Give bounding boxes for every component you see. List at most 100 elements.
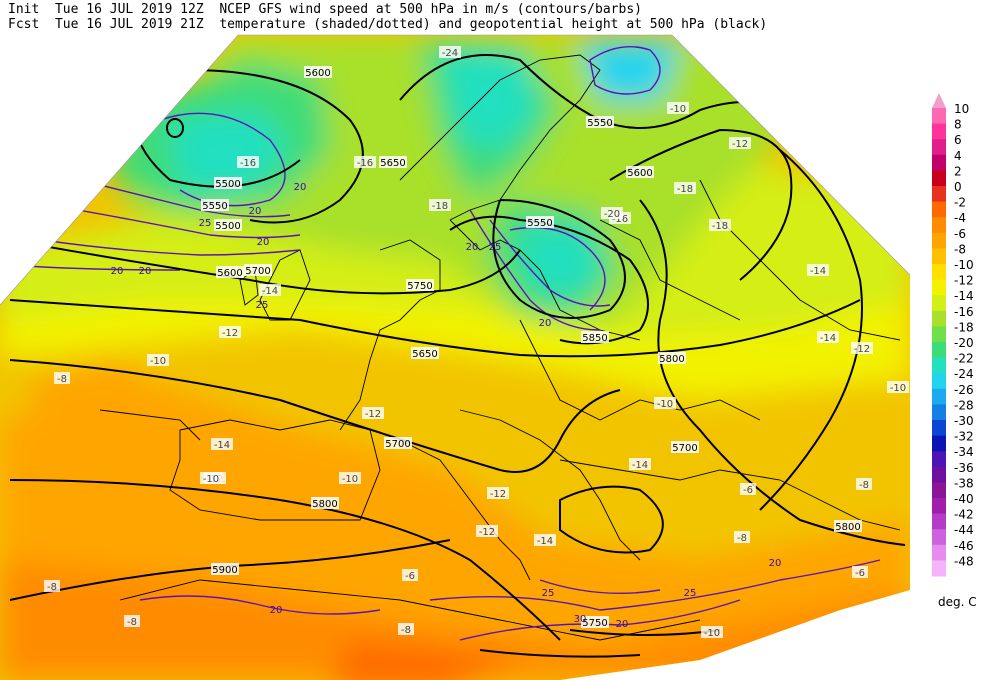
- height-label-box: [406, 279, 434, 291]
- temperature-label-box: [852, 566, 868, 578]
- height-label: 5850: [582, 333, 607, 344]
- height-label-box: [244, 264, 272, 276]
- temperature-label: -10: [704, 628, 720, 639]
- temperature-label: -8: [47, 582, 57, 593]
- temperature-label: -6: [405, 571, 415, 582]
- height-label: 5650: [412, 349, 437, 360]
- temperature-label-box: [259, 284, 281, 296]
- height-label-box: [581, 331, 609, 343]
- temperature-label: -10: [670, 104, 686, 115]
- colorbar-swatch: [932, 108, 946, 125]
- colorbar-unit: deg. C: [938, 595, 977, 609]
- temperature-label-box: [817, 331, 839, 343]
- wind-label: 20: [616, 619, 629, 630]
- temperature-label: -14: [214, 440, 230, 451]
- temperature-label: -10: [657, 399, 673, 410]
- height-label: 5700: [245, 266, 270, 277]
- colorbar-label: -18: [954, 320, 974, 334]
- colorbar-swatch: [932, 217, 946, 234]
- wind-label: 25: [199, 218, 212, 229]
- colorbar-label: 4: [954, 149, 962, 163]
- colorbar-label: -16: [954, 305, 974, 319]
- colorbar-label: -28: [954, 398, 974, 412]
- height-label: 5700: [672, 443, 697, 454]
- height-label: 5750: [582, 618, 607, 629]
- colorbar-label: -40: [954, 492, 974, 506]
- temperature-label-box: [124, 615, 140, 627]
- wind-label: 20: [111, 266, 124, 277]
- height-label-box: [311, 497, 339, 509]
- colorbar-label: 10: [954, 102, 969, 116]
- temperature-label-box: [339, 472, 361, 484]
- colorbar-swatch: [932, 279, 946, 296]
- wind-label: 20: [270, 605, 283, 616]
- colorbar-swatch: [932, 310, 946, 327]
- wind-label: 30: [574, 614, 587, 625]
- colorbar-swatch: [932, 498, 946, 515]
- temperature-label-box: [856, 478, 872, 490]
- temperature-label: -12: [365, 409, 381, 420]
- height-label-box: [214, 219, 242, 231]
- colorbar-label: 0: [954, 180, 962, 194]
- temperature-label: -18: [677, 184, 693, 195]
- wind-label: 20: [769, 558, 782, 569]
- colorbar-label: -32: [954, 430, 974, 444]
- temperature-label: -14: [537, 536, 553, 547]
- temperature-label-box: [429, 199, 451, 211]
- wind-label: 20: [539, 318, 552, 329]
- init-time: Init Tue 16 JUL 2019 12Z: [8, 2, 204, 17]
- temperature-label-box: [211, 438, 233, 450]
- colorbar-swatch: [932, 373, 946, 390]
- height-label-box: [658, 352, 686, 364]
- temperature-label-box: [674, 182, 696, 194]
- temperature-label: -14: [632, 460, 648, 471]
- colorbar-swatch: [932, 248, 946, 265]
- wind-label: 25: [684, 588, 697, 599]
- colorbar-swatch: [932, 342, 946, 359]
- temperature-label: -12: [490, 489, 506, 500]
- height-label-box: [214, 177, 242, 189]
- colorbar-top-triangle: [932, 93, 946, 108]
- temperature-label: -12: [732, 139, 748, 150]
- height-label: 5800: [659, 354, 684, 365]
- height-label-box: [586, 116, 614, 128]
- colorbar-label: -12: [954, 274, 974, 288]
- temperature-label: -14: [262, 286, 278, 297]
- colorbar-swatch: [932, 123, 946, 140]
- colorbar-swatch: [932, 186, 946, 203]
- colorbar-label: -24: [954, 367, 974, 381]
- temperature-label-box: [219, 326, 241, 338]
- colorbar-swatch: [932, 139, 946, 156]
- height-label-box: [216, 266, 244, 278]
- colorbar-swatch: [932, 482, 946, 499]
- colorbar-swatch: [932, 388, 946, 405]
- temperature-label-box: [734, 531, 750, 543]
- colorbar-label: -22: [954, 352, 974, 366]
- temperature-label-box: [362, 407, 384, 419]
- wind-label: 20: [257, 237, 270, 248]
- colorbar-label: -46: [954, 539, 974, 553]
- height-label: 5500: [215, 221, 240, 232]
- height-label-box: [526, 216, 554, 228]
- temperature-label-box: [851, 342, 873, 354]
- height-label-group: 5600550055505500565055505600555057005600…: [201, 66, 862, 629]
- wind-label: 20: [294, 182, 307, 193]
- colorbar-swatch: [932, 544, 946, 561]
- temperature-label: -24: [442, 48, 458, 59]
- temperature-label-box: [709, 219, 731, 231]
- header-line-2: Fcst Tue 16 JUL 2019 21Z temperature (sh…: [8, 17, 767, 33]
- colorbar-label: -30: [954, 414, 974, 428]
- header-line-1: Init Tue 16 JUL 2019 12Z NCEP GFS wind s…: [8, 2, 642, 18]
- wind-label-group: 20 20 25 20 20 25 20 20 25 20 20 25 30 20 25 20: [111, 182, 782, 630]
- height-label-box: [379, 156, 407, 168]
- height-label: 5500: [215, 179, 240, 190]
- colorbar-label: -8: [954, 242, 966, 256]
- temperature-label: -18: [712, 221, 728, 232]
- temperature-label-box: [402, 569, 418, 581]
- domain-outline: [0, 34, 911, 306]
- colorbar-label: -14: [954, 289, 974, 303]
- coastlines: [99, 54, 901, 641]
- temperature-label: -14: [810, 266, 826, 277]
- temperature-label: -8: [737, 533, 747, 544]
- height-label: 5550: [527, 218, 552, 229]
